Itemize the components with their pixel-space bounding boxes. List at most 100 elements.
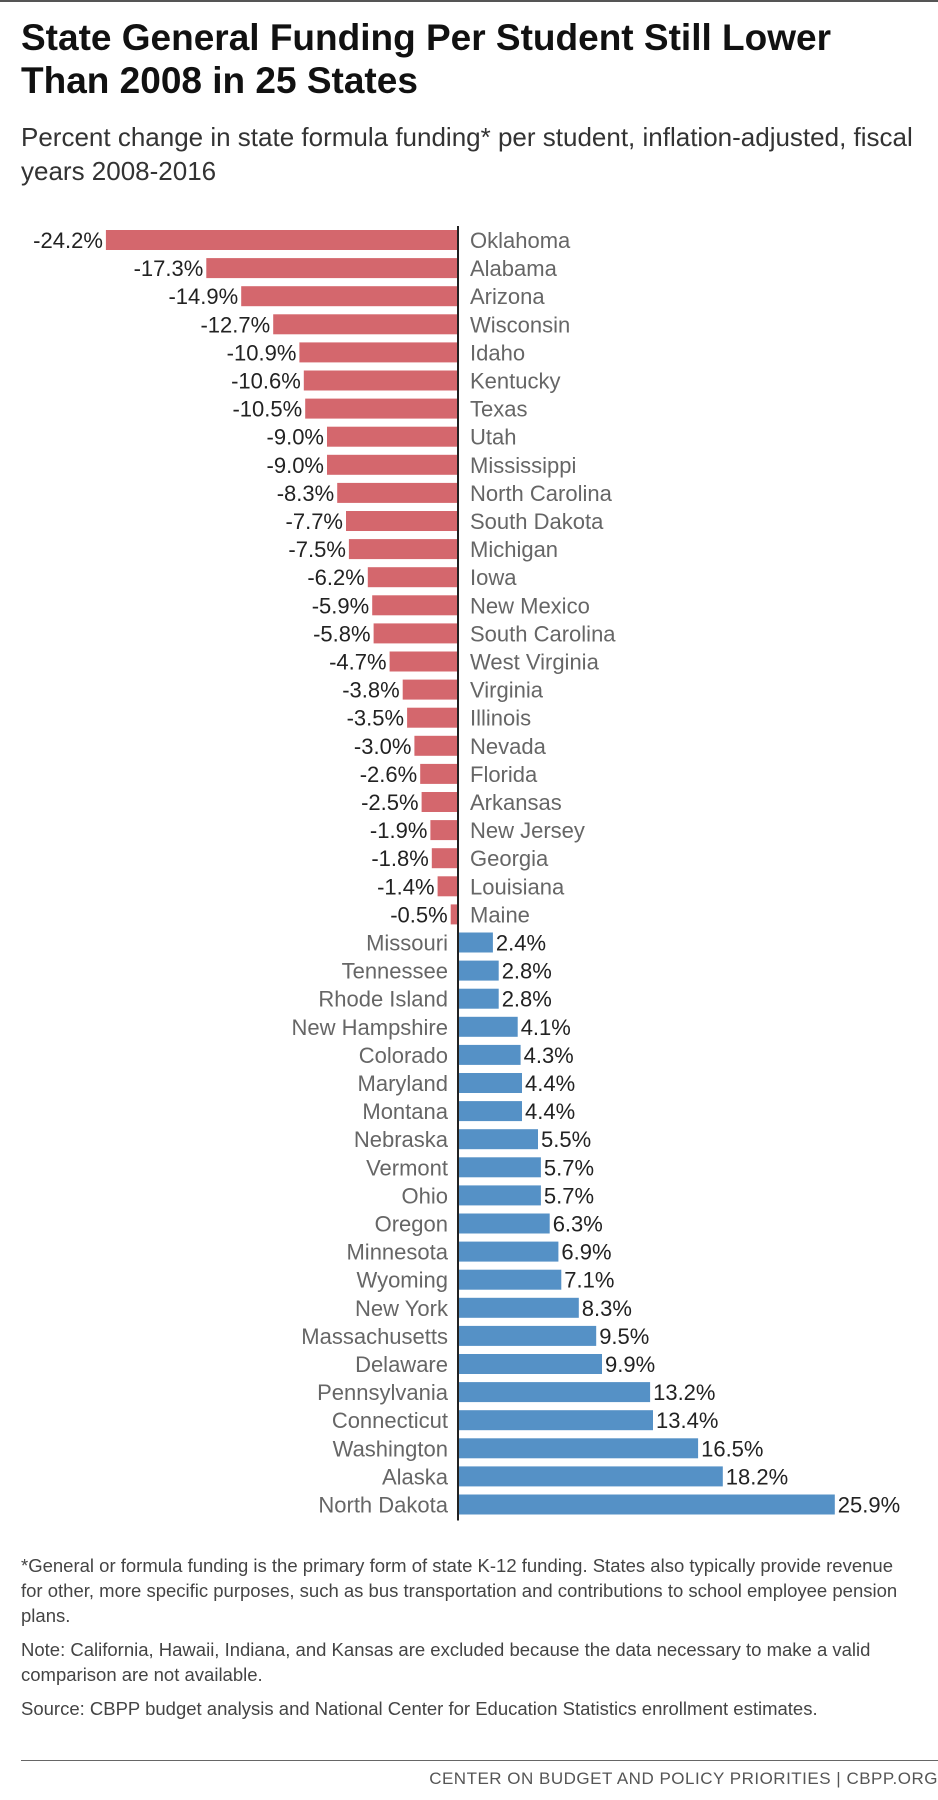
value-label: 16.5% <box>701 1436 763 1461</box>
footnote-source: Source: CBPP budget analysis and Nationa… <box>21 1698 818 1719</box>
value-label: 13.4% <box>656 1408 718 1433</box>
category-label: Colorado <box>359 1043 448 1068</box>
bar <box>303 370 458 391</box>
bar <box>430 820 458 841</box>
category-label: Tennessee <box>342 959 448 984</box>
chart-title: State General Funding Per Student Still … <box>21 17 831 101</box>
value-label: -12.7% <box>200 312 270 337</box>
category-label: Nebraska <box>354 1127 449 1152</box>
value-label: 4.1% <box>521 1015 571 1040</box>
brand-footer: CENTER ON BUDGET AND POLICY PRIORITIES |… <box>429 1769 938 1788</box>
bar <box>346 511 458 531</box>
value-label: -4.7% <box>329 650 386 675</box>
value-label: -5.8% <box>313 621 370 646</box>
bar <box>327 426 458 447</box>
bar <box>458 960 499 981</box>
bar <box>458 1325 597 1346</box>
category-label: South Dakota <box>470 509 604 534</box>
category-label: Illinois <box>470 706 531 731</box>
category-label: Vermont <box>366 1155 448 1180</box>
value-label: -14.9% <box>168 284 238 309</box>
value-label: -2.5% <box>361 790 418 815</box>
value-label: -10.9% <box>227 340 297 365</box>
category-label: Iowa <box>470 565 517 590</box>
value-label: -24.2% <box>33 228 103 253</box>
value-label: -10.6% <box>231 369 301 394</box>
value-label: -7.5% <box>288 537 345 562</box>
bar <box>372 595 458 616</box>
bar-chart: -24.2% Oklahoma -17.3% Alabama -14.9% Arizona… <box>33 226 900 1521</box>
category-label: Pennsylvania <box>317 1380 449 1405</box>
category-label: West Virginia <box>470 650 600 675</box>
category-label: Kentucky <box>470 369 561 394</box>
bar <box>241 286 458 307</box>
value-label: -5.9% <box>312 593 369 618</box>
footnote-note: Note: California, Hawaii, Indiana, and K… <box>21 1639 871 1685</box>
bar <box>337 482 458 503</box>
value-label: 4.3% <box>524 1043 574 1068</box>
bar <box>458 1241 559 1262</box>
bar <box>458 1044 521 1065</box>
bar <box>458 1438 699 1459</box>
value-label: -10.5% <box>232 397 302 422</box>
category-label: Wisconsin <box>470 312 570 337</box>
category-label: Oregon <box>375 1212 448 1237</box>
value-label: -3.5% <box>347 706 404 731</box>
value-label: 8.3% <box>582 1296 632 1321</box>
footnotes: *General or formula funding is the prima… <box>21 1553 901 1730</box>
value-label: 2.4% <box>496 931 546 956</box>
bar <box>327 454 458 475</box>
bar <box>206 258 458 279</box>
category-label: Texas <box>470 397 527 422</box>
bar <box>421 792 458 812</box>
category-label: Minnesota <box>346 1240 448 1265</box>
bar <box>458 1101 522 1122</box>
footnote-definition: *General or formula funding is the prima… <box>21 1555 898 1626</box>
category-label: North Carolina <box>470 481 613 506</box>
value-label: -0.5% <box>390 902 447 927</box>
category-label: South Carolina <box>470 621 616 646</box>
category-label: Georgia <box>470 846 549 871</box>
bar <box>458 1269 562 1290</box>
category-label: Maryland <box>358 1071 448 1096</box>
value-label: 5.7% <box>544 1183 594 1208</box>
bar <box>458 1157 541 1178</box>
top-rule <box>0 0 938 2</box>
value-label: -3.0% <box>354 734 411 759</box>
category-label: Louisiana <box>470 874 565 899</box>
bar <box>458 1213 550 1234</box>
value-label: 6.3% <box>553 1212 603 1237</box>
category-label: New York <box>355 1296 449 1321</box>
category-label: Oklahoma <box>470 228 571 253</box>
value-label: 9.5% <box>599 1324 649 1349</box>
value-label: -17.3% <box>134 256 204 281</box>
bar <box>273 314 458 335</box>
category-label: Missouri <box>366 931 448 956</box>
value-label: 9.9% <box>605 1352 655 1377</box>
bar <box>431 848 458 869</box>
category-label: North Dakota <box>318 1493 448 1518</box>
category-label: New Mexico <box>470 593 590 618</box>
bar <box>458 1354 602 1374</box>
bar <box>458 1185 541 1206</box>
category-label: Alaska <box>382 1464 449 1489</box>
value-label: -7.7% <box>286 509 343 534</box>
bar <box>420 763 458 784</box>
category-label: Mississippi <box>470 453 576 478</box>
value-label: 25.9% <box>838 1493 900 1518</box>
value-label: -2.6% <box>360 762 417 787</box>
bar <box>458 1410 653 1431</box>
category-label: New Hampshire <box>292 1015 449 1040</box>
category-label: Arizona <box>470 284 545 309</box>
category-label: Connecticut <box>332 1408 448 1433</box>
value-label: 4.4% <box>525 1071 575 1096</box>
value-label: -8.3% <box>277 481 334 506</box>
bar <box>458 988 499 1009</box>
bottom-rule <box>21 1760 938 1761</box>
bar <box>458 1466 723 1487</box>
value-label: 2.8% <box>502 987 552 1012</box>
bar <box>373 623 458 644</box>
value-label: -1.9% <box>370 818 427 843</box>
category-label: Wyoming <box>357 1268 449 1293</box>
value-label: -9.0% <box>267 453 324 478</box>
